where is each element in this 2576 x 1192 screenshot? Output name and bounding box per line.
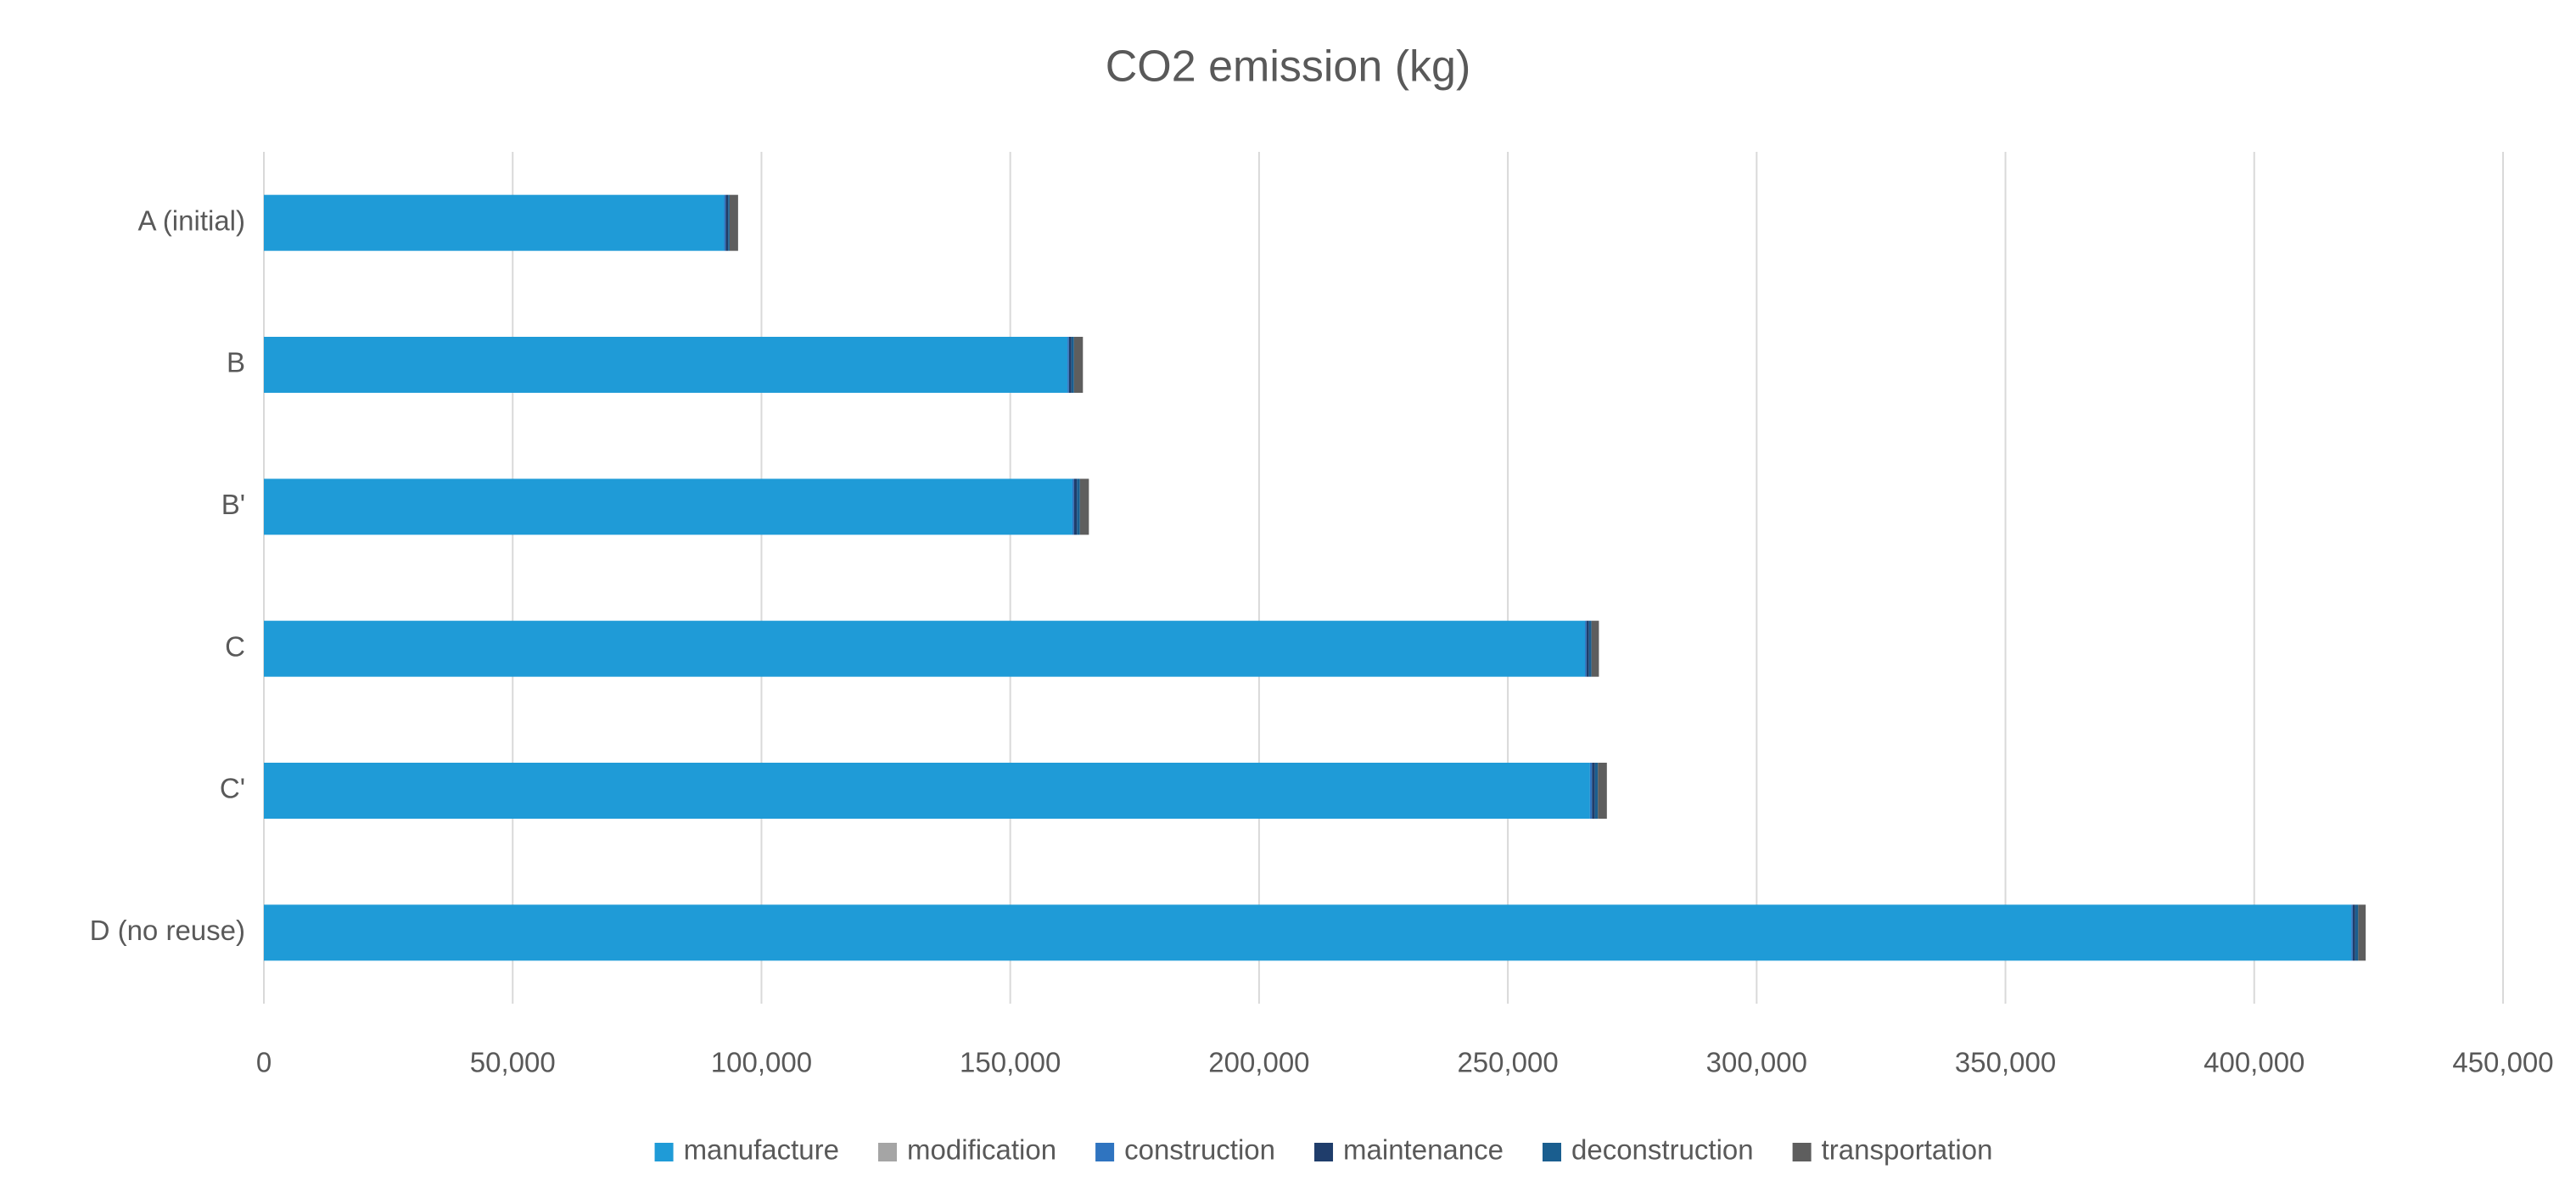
chart-title: CO2 emission (kg) (1106, 42, 1471, 92)
bar-segment (1073, 478, 1078, 535)
bar-segment (1589, 763, 1593, 819)
legend-swatch (1314, 1143, 1334, 1161)
x-tick-label: 400,000 (2204, 1047, 2304, 1078)
bar-segment (1068, 337, 1072, 393)
bar-segment (264, 904, 2352, 961)
y-tick-label: A (initial) (137, 204, 245, 236)
bar-segment (1586, 620, 1589, 677)
legend-label: maintenance (1343, 1134, 1504, 1166)
bar-segment (264, 620, 1586, 677)
bar-segment (264, 194, 725, 251)
y-tick-label: C' (220, 773, 245, 804)
legend-swatch (1792, 1143, 1812, 1161)
y-tick-label: B' (221, 489, 245, 520)
legend-label: deconstruction (1571, 1134, 1754, 1166)
bar-segment (264, 337, 1068, 393)
bar-segment (1598, 763, 1607, 819)
bar-segment (264, 478, 1072, 535)
x-tick-label: 100,000 (711, 1047, 812, 1078)
bar-segment (1073, 337, 1084, 393)
bar-segment (2355, 904, 2359, 961)
y-tick-label: B (227, 347, 245, 378)
bar-segment (1591, 620, 1599, 677)
bar-segment (2358, 904, 2366, 961)
legend-swatch (654, 1143, 674, 1161)
bar-segment (2351, 904, 2353, 961)
x-tick-label: 0 (256, 1047, 272, 1078)
x-tick-label: 200,000 (1208, 1047, 1309, 1078)
x-tick-label: 300,000 (1706, 1047, 1807, 1078)
bar-segment (728, 194, 730, 251)
bar-segment (1077, 478, 1080, 535)
y-tick-label: C (225, 630, 245, 662)
bar-segment (1592, 763, 1595, 819)
legend-swatch (1543, 1143, 1561, 1161)
bar-segment (725, 194, 729, 251)
legend-swatch (878, 1143, 897, 1161)
x-tick-label: 350,000 (1955, 1047, 2056, 1078)
bar-segment (1585, 620, 1587, 677)
bar-segment (729, 194, 738, 251)
x-tick-label: 150,000 (960, 1047, 1061, 1078)
y-tick-label: D (no reuse) (90, 915, 245, 946)
bar-segment (1072, 478, 1074, 535)
x-tick-label: 50,000 (470, 1047, 556, 1078)
legend-label: modification (907, 1134, 1056, 1166)
x-tick-label: 450,000 (2452, 1047, 2553, 1078)
bar-segment (2352, 904, 2355, 961)
x-tick-label: 250,000 (1457, 1047, 1558, 1078)
bar-segment (1588, 620, 1592, 677)
bar-segment (1594, 763, 1599, 819)
bar-segment (264, 763, 1590, 819)
legend-label: construction (1124, 1134, 1275, 1166)
bar-segment (724, 194, 726, 251)
bar-segment (1067, 337, 1069, 393)
bar-segment (1071, 337, 1074, 393)
bar-segment (1079, 478, 1089, 535)
legend-swatch (1095, 1143, 1115, 1161)
legend-label: manufacture (684, 1134, 839, 1166)
legend-label: transportation (1822, 1134, 1993, 1166)
